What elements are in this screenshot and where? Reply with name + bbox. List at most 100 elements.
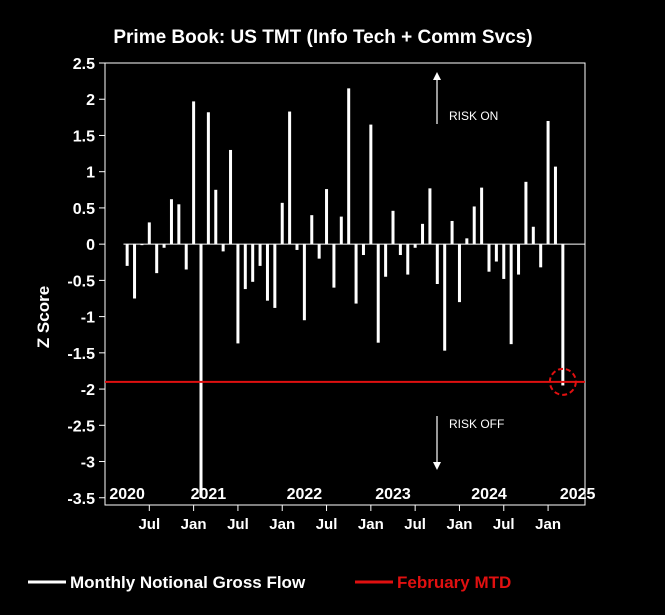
risk-on-label: RISK ON [449, 109, 498, 123]
bar [384, 244, 388, 277]
bar [369, 124, 373, 245]
x-axis-ticks: Jul Jan Jul Jan Jul Jan Jul Jan Jul Jan [138, 505, 561, 533]
y-tick-label: 1 [86, 165, 95, 182]
risk-off-label: RISK OFF [449, 417, 504, 431]
y-axis-ticks: 2.5 2 1.5 1 0.5 0 -0.5 -1 -1.5 -2 -2.5 -3 -3.5 [67, 56, 105, 508]
x-tick-label: Jul [227, 516, 249, 533]
bar [169, 199, 173, 245]
bar [428, 188, 432, 245]
x-tick-label: Jan [535, 516, 561, 533]
bar [421, 223, 425, 245]
x-tick-label: Jul [138, 516, 160, 533]
bar [465, 238, 469, 245]
year-label: 2025 [560, 486, 596, 503]
bar [273, 244, 277, 308]
bar [133, 244, 137, 299]
bar [502, 244, 506, 279]
y-tick-label: -0.5 [67, 273, 95, 290]
bar [509, 244, 513, 345]
year-label: 2023 [375, 486, 411, 503]
y-tick-label: -2.5 [67, 418, 95, 435]
bar [295, 244, 299, 250]
bar [339, 216, 343, 245]
bar [361, 244, 365, 256]
bar [147, 222, 151, 245]
bar [524, 181, 528, 245]
bar [553, 166, 557, 245]
bar [310, 215, 314, 245]
year-label: 2022 [287, 486, 323, 503]
bar [398, 244, 402, 256]
bars [125, 88, 565, 498]
bar [354, 244, 358, 304]
y-tick-label: -2 [81, 382, 95, 399]
year-label: 2020 [109, 486, 145, 503]
year-labels: 2020 2021 2022 2023 2024 2025 [109, 486, 595, 503]
bar [236, 244, 240, 344]
bar [280, 202, 284, 245]
y-axis-label: Z Score [34, 286, 53, 348]
bar [546, 120, 550, 245]
bar [561, 244, 565, 386]
bar [539, 244, 543, 268]
y-tick-label: 0.5 [73, 201, 95, 218]
x-tick-label: Jul [316, 516, 338, 533]
bar [317, 244, 321, 259]
highlight-circle [548, 367, 577, 396]
bar [487, 244, 491, 272]
risk-off-arrow-head [433, 462, 441, 470]
bar [140, 244, 144, 246]
bar [494, 244, 498, 262]
bar [435, 244, 439, 284]
plot-area: 2.5 2 1.5 1 0.5 0 -0.5 -1 -1.5 -2 -2.5 -3 -3.5 Jul Ja… [67, 56, 595, 533]
bar [177, 204, 181, 245]
bar [229, 149, 233, 245]
bar [265, 244, 269, 301]
legend-label-february-mtd: February MTD [397, 573, 511, 592]
y-tick-label: -1 [81, 310, 95, 327]
y-tick-label: 2.5 [73, 56, 95, 73]
bar [332, 244, 336, 288]
bar [192, 101, 196, 245]
bar [162, 244, 166, 248]
bar [221, 244, 225, 252]
risk-on-arrow-head [433, 72, 441, 80]
year-label: 2024 [471, 486, 507, 503]
risk-on-annotation: RISK ON [433, 72, 498, 124]
chart-title: Prime Book: US TMT (Info Tech + Comm Svc… [113, 27, 532, 48]
bar [206, 112, 210, 245]
legend: Monthly Notional Gross Flow February MTD [28, 573, 511, 592]
bar [251, 244, 255, 282]
bar [184, 244, 188, 270]
risk-off-annotation: RISK OFF [433, 416, 504, 470]
bar [376, 244, 380, 343]
bar [258, 244, 262, 266]
x-tick-label: Jan [181, 516, 207, 533]
year-label: 2021 [191, 486, 227, 503]
bar [472, 206, 476, 245]
bar [214, 189, 218, 245]
bar [325, 189, 329, 245]
bar [288, 111, 292, 245]
bar [302, 244, 306, 321]
bar [155, 244, 159, 274]
y-tick-label: -3.5 [67, 491, 95, 508]
bar [125, 244, 129, 266]
bar [199, 244, 203, 498]
bar [517, 244, 521, 275]
bar [480, 187, 484, 245]
y-tick-label: 1.5 [73, 128, 95, 145]
x-tick-label: Jan [447, 516, 473, 533]
y-tick-label: 0 [86, 237, 95, 254]
plot-frame [104, 62, 586, 506]
y-tick-label: -1.5 [67, 346, 95, 363]
y-tick-label: 2 [86, 92, 95, 109]
bar [347, 88, 351, 245]
bar [391, 210, 395, 245]
bar [413, 244, 417, 248]
bar [457, 244, 461, 303]
x-tick-label: Jul [493, 516, 515, 533]
bar [406, 244, 410, 275]
x-tick-label: Jan [269, 516, 295, 533]
